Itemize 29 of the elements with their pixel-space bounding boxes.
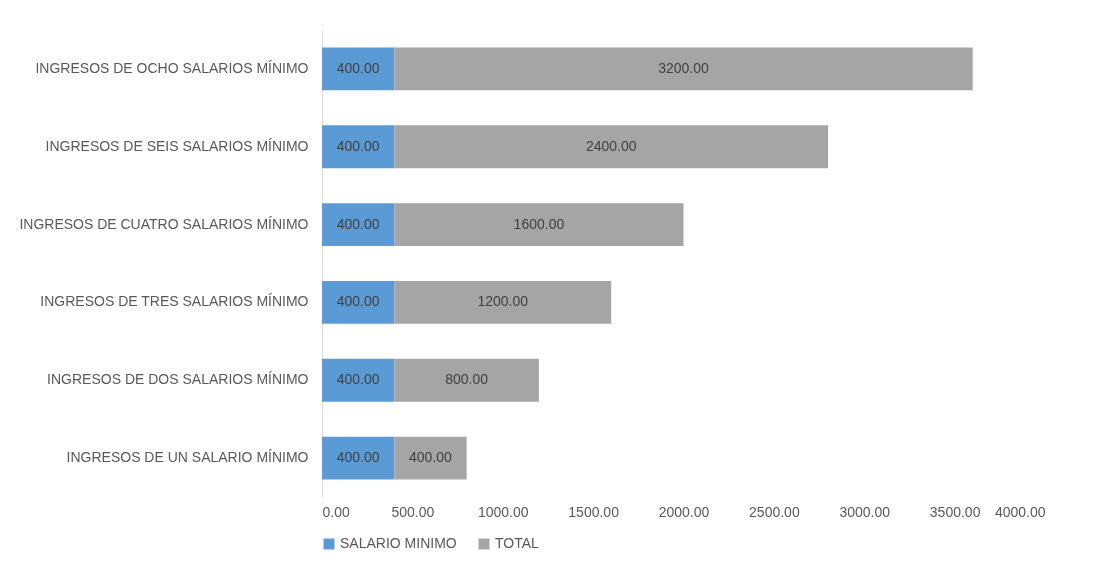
y-tick-label: INGRESOS DE TRES SALARIOS MÍNIMO [40, 293, 309, 310]
data-label: 400.00 [336, 137, 380, 154]
x-tick-label: 500.00 [391, 503, 435, 520]
x-tick-label: 2000.00 [658, 503, 710, 520]
x-tick-label: 4000.00 [994, 503, 1046, 520]
legend-label: SALARIO MINIMO [340, 535, 457, 551]
legend-label: TOTAL [495, 535, 540, 551]
y-tick-label: INGRESOS DE CUATRO SALARIOS MÍNIMO [19, 215, 309, 232]
data-label: 400.00 [336, 449, 380, 466]
y-tick-label: INGRESOS DE UN SALARIO MÍNIMO [66, 449, 309, 466]
data-label: 1600.00 [513, 215, 565, 232]
x-tick-label: 3500.00 [929, 503, 981, 520]
data-label: 400.00 [409, 449, 453, 466]
x-tick-label: 3000.00 [839, 503, 891, 520]
data-label: 400.00 [336, 215, 380, 232]
data-label: 400.00 [336, 293, 380, 310]
x-tick-label: 1500.00 [568, 503, 620, 520]
y-tick-label: INGRESOS DE DOS SALARIOS MÍNIMO [47, 371, 309, 388]
data-label: 1200.00 [477, 293, 529, 310]
data-label: 400.00 [336, 371, 380, 388]
x-tick-label: 0.00 [322, 503, 350, 520]
data-label: 400.00 [336, 59, 380, 76]
y-tick-label: INGRESOS DE OCHO SALARIOS MÍNIMO [35, 59, 309, 76]
x-tick-label: 2500.00 [749, 503, 800, 520]
y-tick-label: INGRESOS DE SEIS SALARIOS MÍNIMO [45, 137, 309, 154]
data-label: 3200.00 [658, 59, 710, 76]
x-tick-label: 1000.00 [477, 503, 529, 520]
data-label: 800.00 [445, 371, 489, 388]
data-label: 2400.00 [585, 137, 637, 154]
